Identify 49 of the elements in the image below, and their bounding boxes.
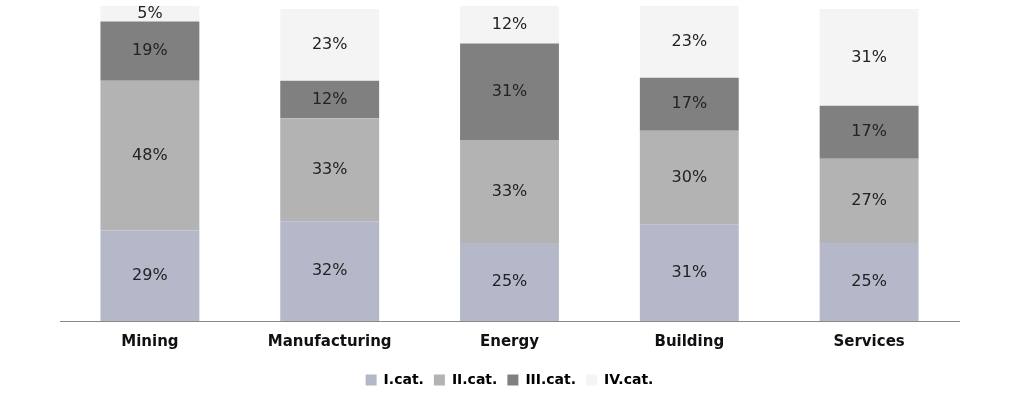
data-label: 48%: [132, 144, 168, 164]
bar: [460, 243, 559, 321]
bar: [100, 21, 200, 81]
bar: [280, 118, 380, 222]
data-label: 27%: [851, 190, 887, 210]
bar: [819, 105, 919, 159]
data-label: 17%: [671, 93, 708, 113]
x-tick-label: Manufacturing: [267, 331, 392, 350]
bar: [280, 9, 380, 81]
bar: [100, 230, 200, 321]
data-label: 12%: [311, 88, 348, 108]
data-label: 23%: [671, 31, 708, 51]
data-label: 29%: [132, 264, 168, 284]
data-label: 25%: [851, 271, 887, 291]
data-label: 33%: [311, 158, 348, 178]
bar: [639, 6, 739, 78]
legend-label: II.cat.: [451, 370, 498, 387]
data-label: 23%: [311, 34, 348, 54]
bar: [819, 158, 919, 244]
bar: [460, 6, 559, 44]
data-label: 12%: [491, 13, 528, 33]
bar: [280, 80, 380, 119]
data-label: 33%: [491, 180, 528, 200]
data-label: 30%: [671, 166, 708, 186]
data-label: 5%: [137, 2, 163, 22]
bar: [819, 243, 919, 321]
bar: [639, 130, 739, 225]
legend-label: IV.cat.: [604, 370, 654, 387]
data-label: 25%: [491, 271, 528, 291]
x-tick-label: Mining: [121, 331, 179, 350]
bar: [100, 6, 200, 22]
x-tick-label: Energy: [479, 331, 540, 350]
legend-label: III.cat.: [525, 370, 577, 387]
data-label: 19%: [132, 40, 168, 60]
bar: [460, 43, 559, 141]
bar: [639, 77, 739, 131]
data-label: 32%: [311, 260, 348, 280]
bar: [100, 80, 200, 231]
data-label: 31%: [851, 46, 887, 66]
bar: [639, 224, 739, 321]
x-tick-label: Services: [833, 331, 905, 350]
data-label: 31%: [671, 261, 708, 281]
bar: [460, 140, 559, 244]
legend-label: I.cat.: [383, 370, 424, 387]
bar: [280, 221, 380, 321]
bar: [819, 9, 919, 106]
x-tick-label: Building: [654, 331, 725, 350]
data-label: 17%: [851, 121, 887, 141]
data-label: 31%: [491, 80, 528, 100]
